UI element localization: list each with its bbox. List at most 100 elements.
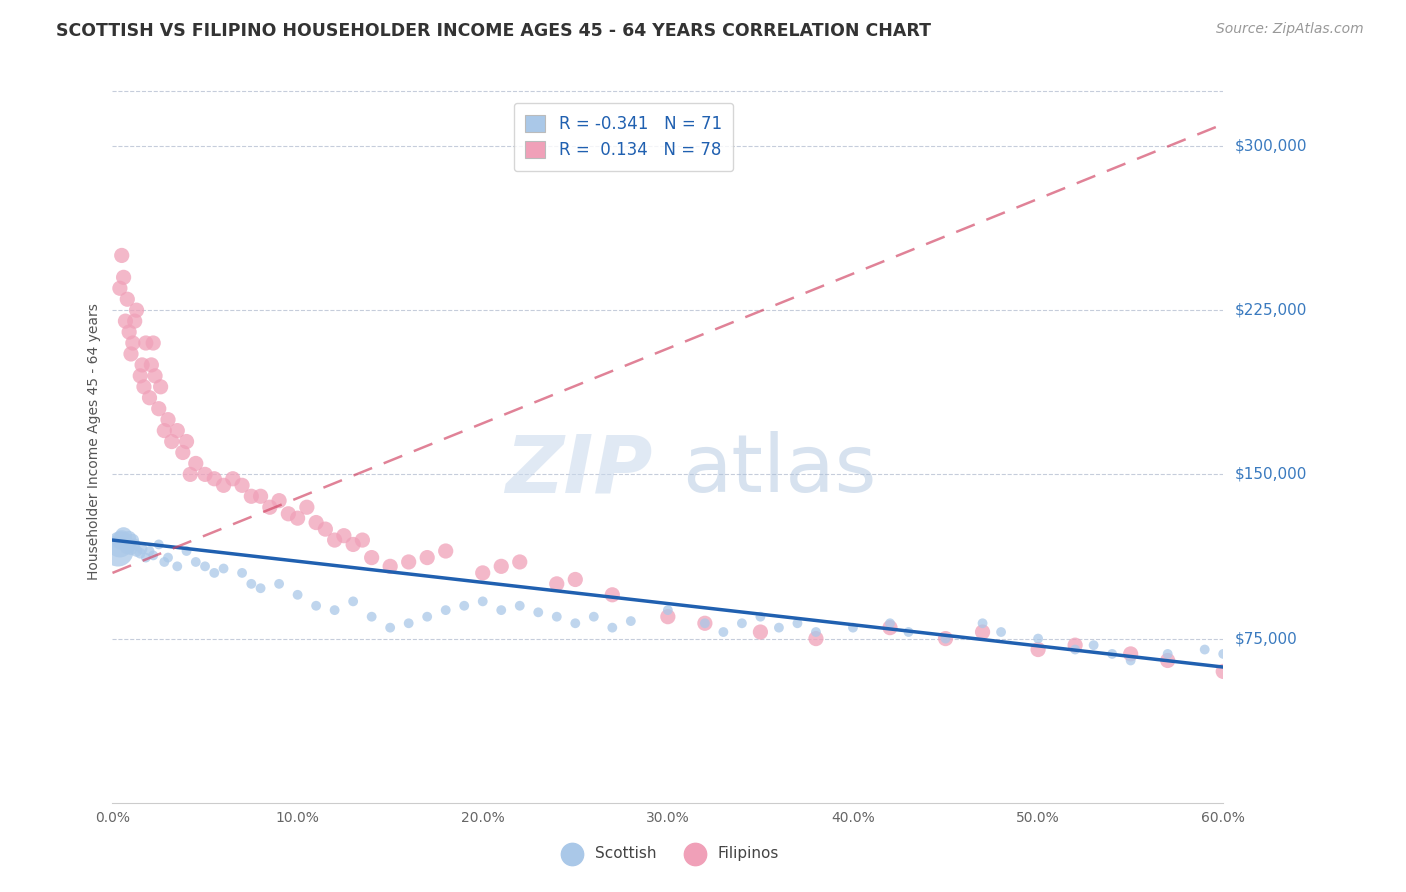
Point [749, 609, 772, 624]
Point [305, 516, 328, 530]
Point [620, 614, 643, 628]
Point [124, 314, 146, 328]
Point [416, 550, 439, 565]
Point [1212, 647, 1234, 661]
Point [333, 529, 356, 543]
Point [1156, 653, 1178, 667]
Point [125, 544, 148, 558]
Point [179, 467, 201, 482]
Point [509, 599, 531, 613]
Point [342, 537, 364, 551]
Point [111, 248, 134, 262]
Point [240, 489, 263, 503]
Point [305, 599, 328, 613]
Point [149, 380, 172, 394]
Point [546, 577, 568, 591]
Point [194, 467, 217, 482]
Point [380, 559, 402, 574]
Point [1026, 632, 1049, 646]
Point [160, 434, 183, 449]
Point [360, 609, 382, 624]
Point [1064, 642, 1087, 657]
Point [111, 533, 134, 547]
Point [509, 555, 531, 569]
Point [176, 544, 198, 558]
Point [120, 541, 142, 556]
Point [148, 537, 170, 551]
Point [398, 555, 420, 569]
Point [172, 445, 194, 459]
Point [153, 424, 176, 438]
Point [287, 588, 309, 602]
Point [1119, 647, 1142, 661]
Point [121, 533, 143, 547]
Point [1026, 642, 1049, 657]
Point [804, 632, 827, 646]
Point [713, 625, 735, 640]
Point [142, 336, 165, 351]
Point [143, 368, 166, 383]
Point [657, 609, 679, 624]
Point [138, 544, 160, 558]
Point [124, 537, 146, 551]
Text: $300,000: $300,000 [1234, 138, 1306, 153]
Point [277, 507, 299, 521]
Point [1064, 638, 1087, 652]
Point [471, 566, 494, 580]
Text: atlas: atlas [682, 432, 876, 509]
Point [342, 594, 364, 608]
Point [249, 581, 271, 595]
Point [135, 336, 157, 351]
Point [323, 603, 346, 617]
Point [117, 292, 139, 306]
Point [990, 625, 1012, 640]
Point [194, 559, 217, 574]
Point [972, 625, 994, 640]
Point [295, 500, 318, 515]
Point [138, 391, 160, 405]
Point [121, 336, 143, 351]
Point [434, 603, 457, 617]
Point [897, 625, 920, 640]
Point [1156, 647, 1178, 661]
Point [148, 401, 170, 416]
Point [879, 621, 901, 635]
Point [240, 577, 263, 591]
Point [129, 368, 152, 383]
Point [804, 625, 827, 640]
Point [267, 493, 291, 508]
Point [117, 540, 139, 554]
Point [693, 616, 716, 631]
Point [131, 358, 153, 372]
Point [166, 559, 188, 574]
Text: ZIP: ZIP [505, 432, 652, 509]
Point [184, 555, 207, 569]
Point [352, 533, 374, 547]
Point [749, 625, 772, 640]
Point [786, 616, 808, 631]
Point [212, 561, 235, 575]
Point [108, 537, 131, 551]
Point [935, 632, 957, 646]
Point [471, 594, 494, 608]
Point [231, 566, 253, 580]
Point [693, 616, 716, 631]
Point [267, 577, 291, 591]
Point [398, 616, 420, 631]
Point [879, 616, 901, 631]
Text: $150,000: $150,000 [1234, 467, 1306, 482]
Y-axis label: Householder Income Ages 45 - 64 years: Householder Income Ages 45 - 64 years [87, 303, 101, 580]
Point [842, 621, 865, 635]
Text: $225,000: $225,000 [1234, 302, 1306, 318]
Point [114, 535, 136, 549]
Point [314, 522, 336, 536]
Point [108, 281, 131, 295]
Point [434, 544, 457, 558]
Point [768, 621, 790, 635]
Point [166, 424, 188, 438]
Legend: Scottish, Filipinos: Scottish, Filipinos [551, 840, 785, 867]
Point [1194, 642, 1216, 657]
Text: Source: ZipAtlas.com: Source: ZipAtlas.com [1216, 22, 1364, 37]
Point [323, 533, 346, 547]
Point [972, 616, 994, 631]
